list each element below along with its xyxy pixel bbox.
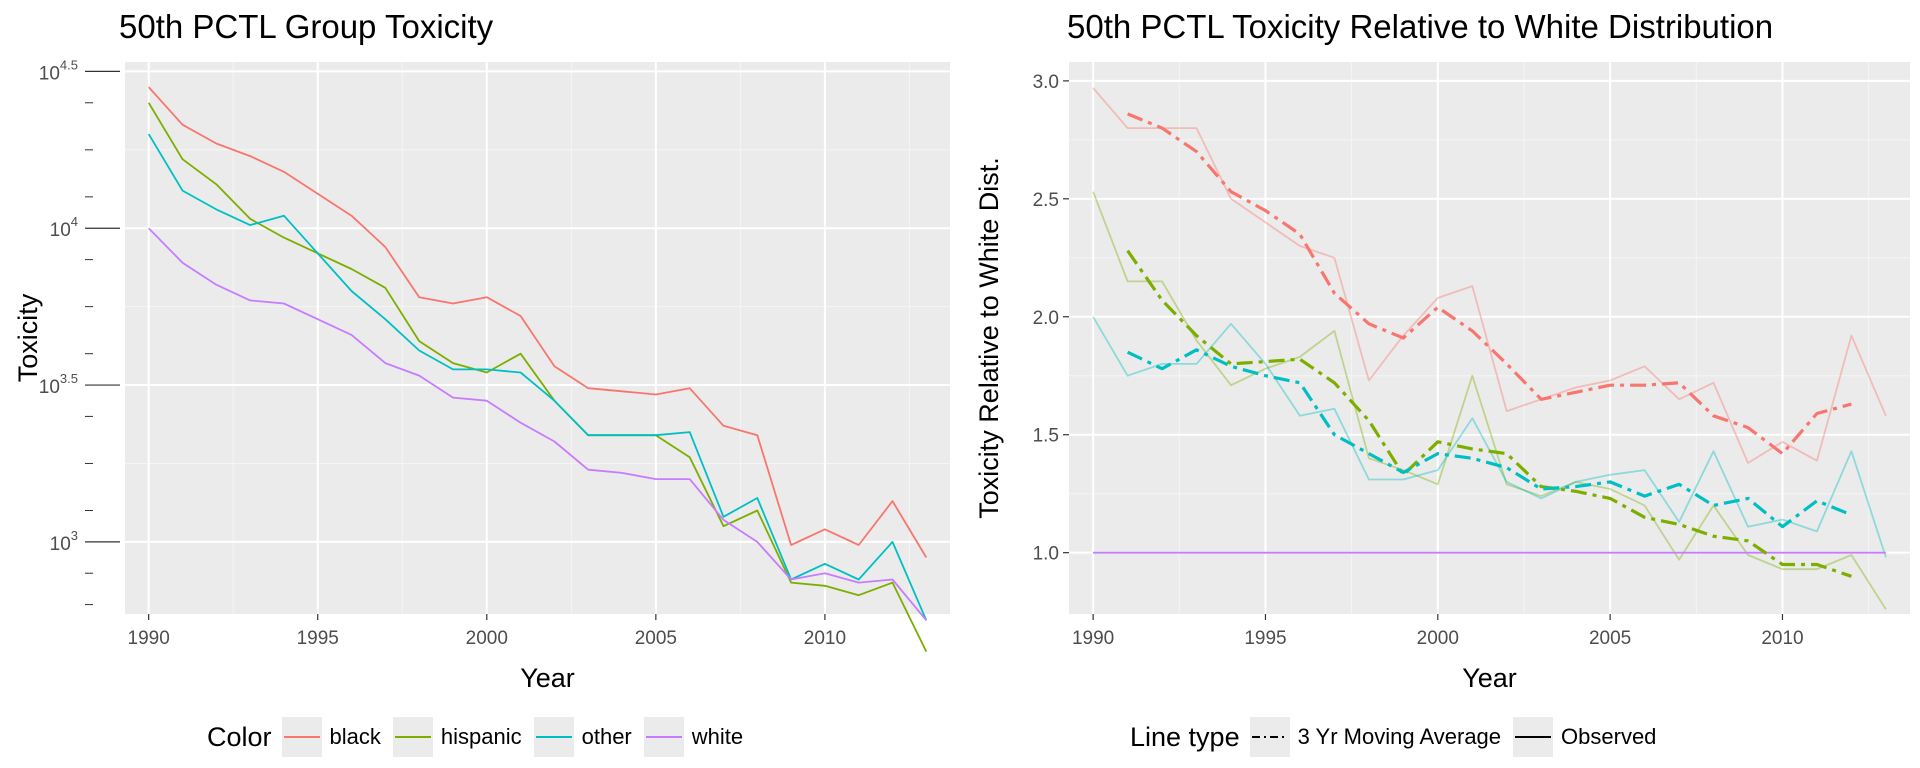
legend-item-black: black <box>281 717 389 757</box>
legend-label: 3 Yr Moving Average <box>1297 724 1502 749</box>
legend-label: other <box>581 724 632 749</box>
legend-label: black <box>329 724 381 749</box>
toxicity-line-chart: 103 103.5 104 104.5 1990 1995 2000 2005 2010 Year… <box>13 57 950 693</box>
legend-item-hispanic: hispanic <box>392 717 530 757</box>
observed-line-hispanic <box>1092 191 1887 610</box>
moving-average-line-black <box>1126 112 1852 456</box>
left-chart-panel: 50th PCTL Group Toxicity 103 103.5 104 104.… <box>13 8 950 762</box>
series-line-hispanic <box>147 102 928 652</box>
y-tick-label: 2.5 <box>1033 190 1059 211</box>
x-axis-label: Year <box>520 663 575 693</box>
moving-average-line-hispanic <box>1126 249 1852 578</box>
x-tick-label: 1995 <box>1244 628 1286 649</box>
legend-item-moving-average: 3 Yr Moving Average <box>1249 717 1509 757</box>
x-tick-label: 2000 <box>1417 628 1459 649</box>
y-axis-label: Toxicity <box>13 293 43 382</box>
y-tick-label: 103.5 <box>39 371 78 398</box>
x-tick-label: 2005 <box>635 628 677 649</box>
legend-title: Line type <box>1130 721 1240 752</box>
series-line-white <box>148 227 927 621</box>
y-tick-label: 3.0 <box>1033 72 1059 93</box>
legend-label: Observed <box>1561 724 1657 749</box>
plot-panel <box>125 62 950 614</box>
legend-key-hispanic <box>392 717 433 757</box>
moving-average-line-other <box>1126 348 1853 529</box>
y-tick-label: 104 <box>50 214 78 241</box>
legend-key-white <box>643 717 684 757</box>
legend-key-other <box>533 717 574 757</box>
color-legend: Color black hispanic other white <box>207 712 755 762</box>
chart-title: 50th PCTL Group Toxicity <box>119 8 494 45</box>
y-tick-label: 103 <box>50 528 78 555</box>
series-line-black <box>148 86 928 558</box>
legend-key-solid <box>1513 717 1554 757</box>
x-tick-label: 1990 <box>128 628 170 649</box>
legend-item-other: other <box>533 717 640 757</box>
plot-panel <box>1069 62 1910 614</box>
x-tick-label: 2000 <box>466 628 508 649</box>
x-axis-label: Year <box>1462 663 1517 693</box>
right-chart-panel: 50th PCTL Toxicity Relative to White Dis… <box>960 0 1920 768</box>
x-tick-label: 1995 <box>297 628 339 649</box>
observed-line-black <box>1092 87 1887 464</box>
x-tick-label: 1990 <box>1072 628 1114 649</box>
legend-key-dashdot <box>1249 717 1290 757</box>
y-axis-label: Toxicity Relative to White Dist. <box>974 157 1004 519</box>
y-tick-label: 2.0 <box>1033 308 1059 329</box>
legend-item-observed: Observed <box>1513 717 1664 757</box>
y-tick-label: 1.5 <box>1033 426 1059 447</box>
x-tick-label: 2010 <box>1761 628 1803 649</box>
legend-key-black <box>281 717 322 757</box>
legend-item-white: white <box>643 717 751 757</box>
series-line-other <box>147 133 928 621</box>
legend-label: hispanic <box>440 724 522 749</box>
chart-title: 50th PCTL Toxicity Relative to White Dis… <box>1067 8 1774 45</box>
y-tick-label: 104.5 <box>39 57 78 84</box>
x-tick-label: 2010 <box>804 628 846 649</box>
x-tick-label: 2005 <box>1589 628 1631 649</box>
y-tick-label: 1.0 <box>1033 544 1059 565</box>
linetype-legend: Line type 3 Yr Moving Average Observed <box>1130 712 1668 762</box>
legend-title: Color <box>207 721 272 752</box>
relative-toxicity-line-chart: 1.0 1.5 2.0 2.5 3.0 1990 1995 2000 2005 2010 Year T… <box>974 62 1910 693</box>
legend-label: white <box>691 724 744 749</box>
